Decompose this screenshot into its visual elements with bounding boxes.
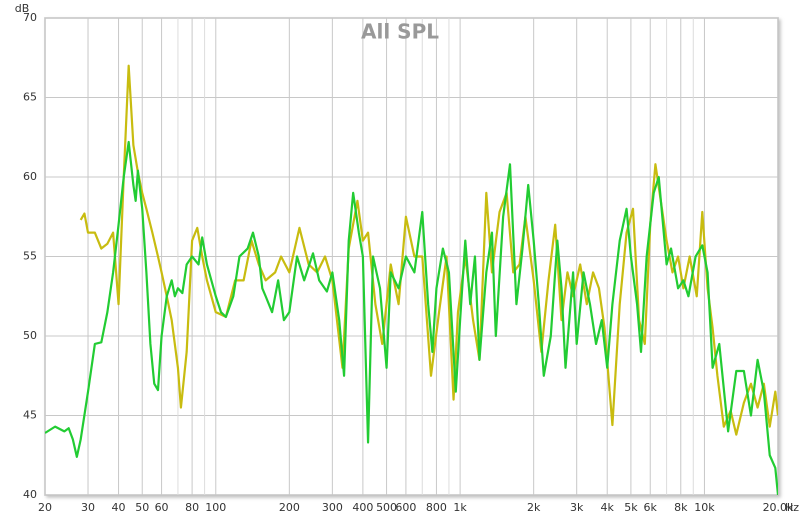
x-tick-label: 30 (81, 501, 95, 514)
y-tick-label: 45 (23, 409, 37, 422)
spl-line (79, 64, 778, 436)
spl-line (45, 140, 778, 495)
y-tick-label: 60 (23, 170, 37, 183)
x-tick-label: 5k (624, 501, 638, 514)
x-tick-label: 8k (674, 501, 688, 514)
x-tick-label: 50 (135, 501, 149, 514)
x-tick-label: 400 (352, 501, 373, 514)
x-tick-label: 20 (38, 501, 52, 514)
y-tick-label: 40 (23, 488, 37, 501)
y-axis-label: dB (15, 2, 30, 15)
x-tick-label: 2k (527, 501, 541, 514)
y-tick-label: 70 (23, 11, 37, 24)
x-tick-label: 800 (426, 501, 447, 514)
x-tick-label: 40 (112, 501, 126, 514)
x-tick-label: 200 (279, 501, 300, 514)
chart-title: All SPL (361, 20, 439, 44)
x-tick-label: 80 (185, 501, 199, 514)
y-tick-label: 55 (23, 250, 37, 263)
x-tick-label: 10k (694, 501, 715, 514)
x-tick-label: 4k (601, 501, 615, 514)
x-tick-label: 3k (570, 501, 584, 514)
x-tick-label: 60 (155, 501, 169, 514)
x-tick-label: 100 (205, 501, 226, 514)
x-axis-label: Hz (785, 501, 799, 514)
x-tick-label: 600 (395, 501, 416, 514)
y-tick-label: 50 (23, 329, 37, 342)
x-tick-label: 20.0k (763, 501, 794, 514)
x-tick-label: 6k (644, 501, 658, 514)
x-tick-label: 500 (376, 501, 397, 514)
x-tick-label: 300 (322, 501, 343, 514)
y-tick-label: 65 (23, 91, 37, 104)
x-tick-label: 1k (453, 501, 467, 514)
